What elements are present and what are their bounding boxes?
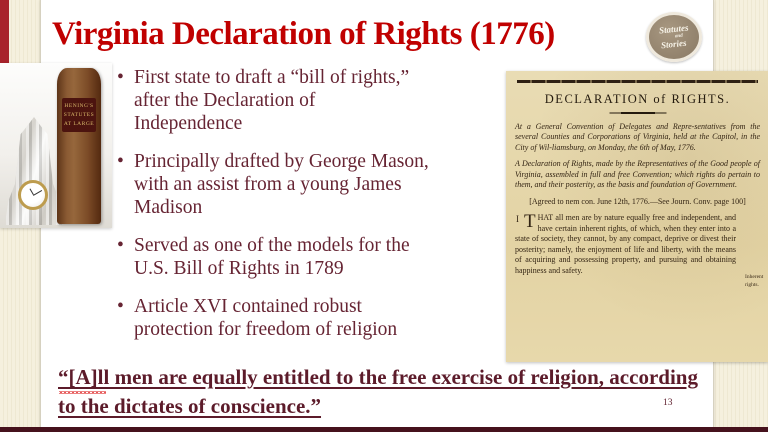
clock-face-icon — [18, 179, 48, 210]
declaration-document-image: DECLARATION of RIGHTS. At a General Conv… — [506, 71, 768, 362]
bullet-item-2: Principally drafted by George Mason, wit… — [117, 150, 495, 219]
bullet-item-1: First state to draft a “bill of rights,”… — [117, 66, 495, 135]
bullet-item-3: Served as one of the models for the U.S.… — [117, 234, 495, 280]
spellcheck-squiggle-icon — [59, 391, 106, 394]
book-spine-label: HENING'S STATUTES AT LARGE — [62, 98, 96, 132]
page-number: 13 — [663, 398, 673, 408]
article-drop-cap: T — [524, 211, 536, 232]
bullet-list: First state to draft a “bill of rights,”… — [117, 66, 495, 356]
logo-text-line3: Stories — [660, 37, 688, 51]
document-heading: DECLARATION of RIGHTS. — [544, 92, 731, 106]
document-convention-paragraph: At a General Convention of Delegates and… — [515, 121, 760, 152]
crystal-clock-image — [6, 117, 62, 225]
statutes-and-stories-logo-icon: Statutes and Stories — [646, 12, 702, 62]
document-declaration-paragraph: A Declaration of Rights, made by the Rep… — [515, 159, 760, 189]
article-number: I — [516, 214, 519, 224]
document-divider-ornament — [620, 112, 655, 114]
clock-minute-hand — [33, 189, 43, 196]
bullet-text-2: Principally drafted by George Mason, wit… — [134, 151, 429, 218]
document-agreed-line: [Agreed to nem con. June 12th, 1776.—See… — [529, 196, 746, 206]
bottom-accent-bar — [0, 427, 768, 432]
article-text: HAT all men are by nature equally free a… — [515, 213, 736, 275]
bullet-text-3: Served as one of the models for the U.S.… — [134, 235, 410, 279]
book-and-clock-photo: HENING'S STATUTES AT LARGE — [0, 63, 112, 228]
document-top-rule — [517, 80, 758, 83]
bullet-text-1: First state to draft a “bill of rights,”… — [134, 67, 410, 134]
bullet-text-4: Article XVI contained robust protection … — [134, 296, 398, 340]
document-margin-note: Inherent rights. — [745, 274, 764, 288]
quote-text: “[A]ll men are equally entitled to the f… — [58, 365, 698, 418]
bullet-item-4: Article XVI contained robust protection … — [117, 295, 495, 341]
slide-title: Virginia Declaration of Rights (1776) — [52, 16, 555, 52]
left-accent-bar — [0, 0, 9, 64]
document-article-one: I T HAT all men are by nature equally fr… — [515, 211, 760, 276]
book-spine-image: HENING'S STATUTES AT LARGE — [57, 68, 101, 224]
